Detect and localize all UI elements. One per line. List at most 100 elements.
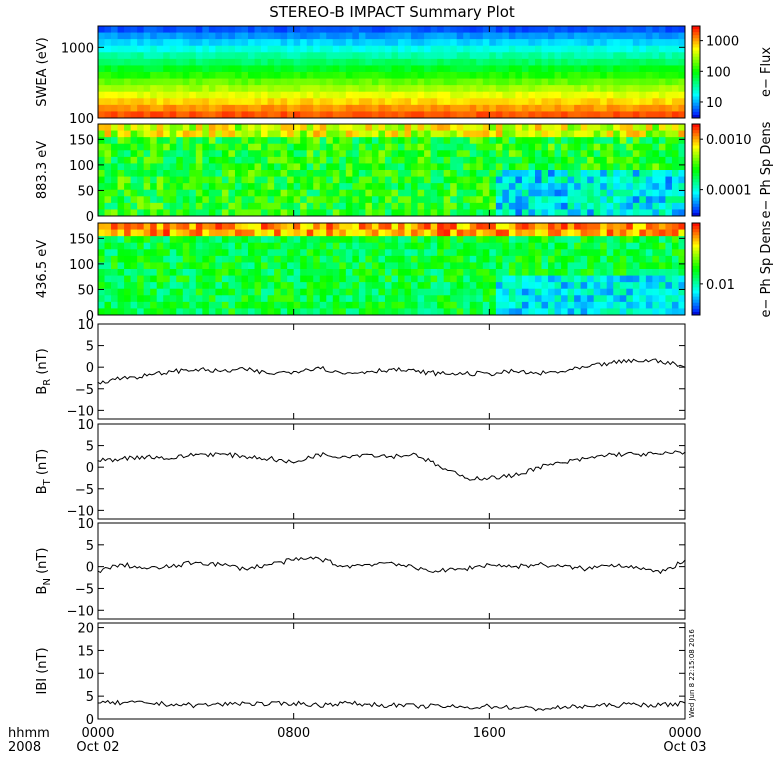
heatmap-cell bbox=[430, 275, 438, 283]
heatmap-cell bbox=[111, 236, 118, 244]
heatmap-cell bbox=[306, 26, 314, 33]
heatmap-cell bbox=[671, 58, 679, 66]
colorbar-frame bbox=[691, 123, 701, 217]
heatmap-cell bbox=[182, 196, 190, 204]
heatmap-cell bbox=[658, 163, 666, 171]
heatmap-cell bbox=[345, 156, 353, 164]
heatmap-cell bbox=[508, 249, 516, 257]
heatmap-cell bbox=[548, 236, 555, 244]
heatmap-cell bbox=[287, 183, 295, 191]
heatmap-cell bbox=[208, 209, 216, 217]
heatmap-cell bbox=[398, 124, 405, 131]
heatmap-cell bbox=[378, 236, 386, 244]
heatmap-cell bbox=[437, 124, 445, 131]
heatmap-cell bbox=[580, 236, 588, 244]
heatmap-cell bbox=[293, 72, 301, 79]
heatmap-cell bbox=[176, 295, 184, 303]
heatmap-cell bbox=[593, 202, 601, 210]
heatmap-cell bbox=[371, 223, 379, 230]
heatmap-cell bbox=[248, 65, 255, 73]
heatmap-cell bbox=[182, 308, 190, 316]
heatmap-cell bbox=[398, 85, 405, 93]
colorbar-segment bbox=[692, 148, 700, 153]
heatmap-cell bbox=[384, 269, 392, 276]
heatmap-cell bbox=[98, 255, 105, 263]
heatmap-cell bbox=[463, 269, 471, 276]
y-tick-label: −5 bbox=[75, 483, 94, 498]
heatmap-cell bbox=[567, 32, 575, 40]
heatmap-cell bbox=[469, 78, 477, 86]
data-point bbox=[219, 453, 221, 455]
heatmap-cell bbox=[300, 150, 308, 158]
heatmap-cell bbox=[658, 85, 666, 93]
heatmap-cell bbox=[521, 45, 529, 53]
heatmap-cell bbox=[150, 39, 158, 47]
heatmap-cell bbox=[234, 209, 242, 217]
heatmap-cell bbox=[111, 308, 118, 316]
heatmap-cell bbox=[639, 202, 647, 210]
heatmap-cell bbox=[489, 275, 497, 283]
heatmap-cell bbox=[645, 163, 653, 171]
heatmap-cell bbox=[274, 65, 282, 73]
heatmap-cell bbox=[495, 202, 503, 210]
heatmap-cell bbox=[156, 137, 164, 145]
y-axis-label-unit: (nT) bbox=[35, 548, 50, 578]
heatmap-cell bbox=[274, 32, 282, 40]
heatmap-cell bbox=[678, 176, 686, 184]
heatmap-cell bbox=[463, 72, 471, 79]
colorbar-segment bbox=[692, 133, 700, 137]
heatmap-cell bbox=[143, 249, 151, 257]
heatmap-cell bbox=[208, 288, 216, 296]
heatmap-cell bbox=[339, 150, 347, 158]
heatmap-cell bbox=[515, 196, 523, 204]
heatmap-cell bbox=[391, 104, 399, 112]
heatmap-cell bbox=[124, 65, 132, 73]
heatmap-cell bbox=[613, 262, 621, 270]
heatmap-cell bbox=[111, 156, 118, 164]
heatmap-cell bbox=[313, 308, 321, 316]
heatmap-cell bbox=[293, 26, 301, 33]
heatmap-cell bbox=[580, 150, 588, 158]
heatmap-cell bbox=[652, 150, 660, 158]
heatmap-cell bbox=[534, 26, 542, 33]
heatmap-cell bbox=[163, 255, 171, 263]
data-point bbox=[366, 370, 368, 373]
heatmap-cell bbox=[176, 32, 184, 40]
heatmap-cell bbox=[267, 275, 275, 283]
heatmap-cell bbox=[619, 209, 627, 217]
heatmap-cell bbox=[443, 156, 451, 164]
heatmap-cell bbox=[117, 196, 125, 204]
heatmap-cell bbox=[430, 85, 438, 93]
heatmap-cell bbox=[150, 52, 158, 60]
heatmap-cell bbox=[326, 26, 334, 33]
heatmap-cell bbox=[293, 209, 301, 217]
heatmap-cell bbox=[502, 85, 510, 93]
heatmap-cell bbox=[652, 170, 660, 177]
heatmap-cell bbox=[437, 78, 445, 86]
heatmap-cell bbox=[117, 236, 125, 244]
heatmap-cell bbox=[502, 269, 510, 276]
heatmap-cell bbox=[580, 202, 588, 210]
heatmap-cell bbox=[606, 295, 614, 303]
heatmap-cell bbox=[463, 156, 471, 164]
heatmap-cell bbox=[437, 189, 445, 197]
heatmap-cell bbox=[111, 249, 118, 257]
heatmap-cell bbox=[254, 39, 262, 47]
heatmap-cell bbox=[306, 32, 314, 40]
heatmap-cell bbox=[593, 156, 601, 164]
heatmap-cell bbox=[645, 26, 653, 33]
x-tick-label: 0000 bbox=[81, 726, 114, 741]
heatmap-cell bbox=[143, 275, 151, 283]
heatmap-cell bbox=[345, 58, 353, 66]
heatmap-cell bbox=[378, 26, 386, 33]
heatmap-cell bbox=[639, 52, 647, 60]
heatmap-cell bbox=[580, 78, 588, 86]
heatmap-cell bbox=[456, 301, 464, 309]
heatmap-cell bbox=[593, 275, 601, 283]
heatmap-cell bbox=[117, 150, 125, 158]
heatmap-cell bbox=[254, 104, 262, 112]
heatmap-cell bbox=[678, 282, 686, 290]
heatmap-cell bbox=[515, 275, 523, 283]
heatmap-cell bbox=[541, 143, 549, 151]
heatmap-cell bbox=[619, 26, 627, 33]
